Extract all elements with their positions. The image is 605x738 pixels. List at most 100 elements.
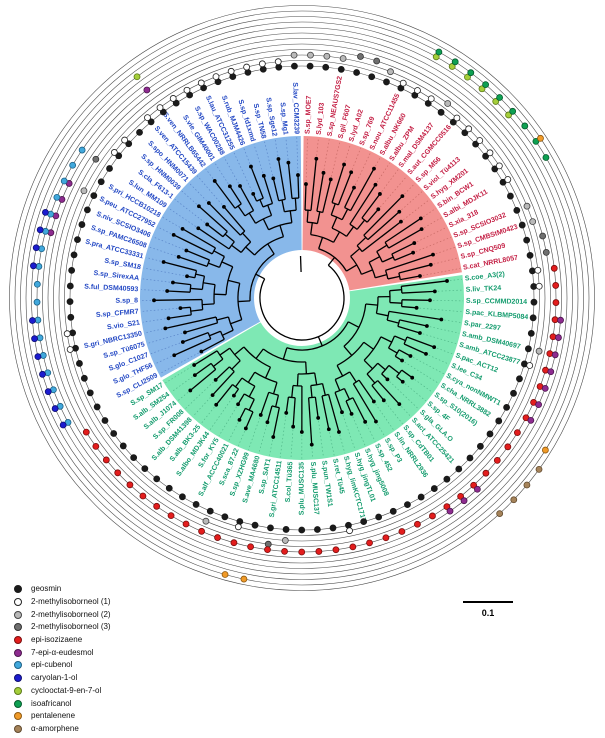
compound-dot: [467, 69, 475, 77]
branch-line: [401, 280, 448, 287]
branch-arc: [268, 391, 279, 396]
compound-dot: [404, 501, 411, 509]
compound-dot: [69, 161, 77, 169]
tip-guide-line: [352, 416, 366, 447]
compound-dot: [74, 236, 81, 243]
branch-line: [387, 319, 399, 324]
compound-dot: [339, 55, 347, 62]
branch-line: [260, 392, 270, 416]
branch-line: [363, 341, 374, 350]
taxon-label: S.sp_CFMR7: [96, 308, 139, 319]
compound-dot: [251, 521, 259, 529]
taxon-label: S.sp_CCMMD2014: [466, 298, 527, 306]
branch-line: [209, 330, 221, 337]
compound-dot: [552, 299, 560, 306]
branch-line: [214, 180, 236, 209]
tip-guide-line: [444, 319, 462, 323]
branch-tip-dot: [213, 377, 218, 382]
branch-line: [296, 373, 299, 386]
compound-ring: [14, 10, 590, 586]
branch-tip-dot: [376, 207, 381, 212]
branch-tip-dot: [419, 227, 424, 232]
compound-dot: [451, 58, 459, 66]
branch-line: [213, 250, 225, 258]
compound-ring: [31, 27, 573, 569]
tip-guide-lines: [141, 137, 463, 460]
tip-guide-line: [171, 376, 193, 393]
compound-dot: [93, 403, 101, 411]
branch-line: [245, 411, 254, 429]
compound-dot: [530, 283, 538, 290]
tip-guide-line: [146, 257, 161, 262]
tip-guide-line: [375, 403, 395, 431]
taxon-label: S.pac_KLBMP5084: [465, 309, 529, 321]
branch-line: [250, 166, 264, 199]
branch-tip-dot: [408, 354, 413, 358]
taxon-label: S.pun_TW1S1: [320, 460, 333, 507]
branch-tip-dot: [210, 393, 215, 397]
tip-guide-line: [366, 424, 376, 442]
compound-dot: [473, 485, 481, 493]
branch-line: [262, 218, 270, 231]
root-stub: [299, 256, 302, 273]
taxon-label: S.col_Tü365: [285, 461, 295, 502]
branch-line: [292, 397, 296, 427]
branch-line: [403, 343, 427, 355]
branch-line: [310, 222, 313, 235]
tip-guide-line: [354, 152, 371, 186]
branch-line: [231, 244, 242, 253]
tip-guide-line: [376, 162, 390, 183]
tip-guide-line: [436, 347, 454, 355]
compound-dot: [476, 442, 484, 450]
compound-dot: [243, 63, 251, 71]
compound-dot: [44, 388, 52, 396]
branch-arc: [384, 241, 390, 249]
compound-dot: [31, 335, 38, 343]
branch-line: [239, 185, 255, 211]
tip-guide-line: [238, 431, 245, 447]
compound-dot: [281, 537, 289, 544]
compound-dot: [435, 48, 443, 56]
branch-line: [247, 371, 256, 383]
branch-line: [336, 365, 344, 377]
compound-dot: [516, 375, 523, 383]
compound-ring: [42, 38, 562, 558]
compound-dot: [290, 51, 298, 59]
branch-tip-dot: [342, 162, 346, 167]
compound-dot: [521, 122, 529, 130]
branch-line: [215, 366, 230, 381]
branch-line: [227, 279, 240, 284]
branch-line: [398, 264, 431, 274]
branch-tip-dot: [161, 260, 166, 264]
tip-guide-line: [344, 144, 351, 162]
legend-item: α-amorphene: [8, 723, 208, 736]
branch-line: [388, 310, 442, 321]
branch-line: [237, 393, 245, 405]
compound-dot: [482, 152, 490, 160]
compound-dot: [115, 152, 123, 160]
branch-tip-dot: [340, 410, 344, 415]
branch-line: [356, 219, 366, 230]
branch-tip-dot: [314, 156, 319, 161]
compound-dot: [424, 99, 432, 107]
branch-line: [172, 281, 191, 286]
tip-dots: [152, 156, 449, 447]
compound-dot: [153, 475, 161, 483]
branch-line: [361, 269, 373, 275]
branch-line: [341, 208, 349, 220]
branch-line: [349, 184, 377, 225]
tip-guide-line: [385, 402, 403, 424]
tip-guide-line: [141, 289, 165, 292]
tip-guide-line: [143, 267, 185, 277]
legend-color-dot: [14, 648, 22, 657]
branch-line: [222, 329, 234, 336]
branch-line: [401, 290, 435, 294]
branch-tip-dot: [400, 194, 405, 199]
tip-guide-line: [157, 226, 172, 234]
branch-line: [391, 242, 415, 255]
compound-dot: [259, 65, 267, 73]
compound-dot: [527, 329, 535, 337]
branch-tip-dot: [432, 345, 437, 350]
compound-dot: [167, 512, 175, 520]
branch-line: [331, 216, 338, 229]
